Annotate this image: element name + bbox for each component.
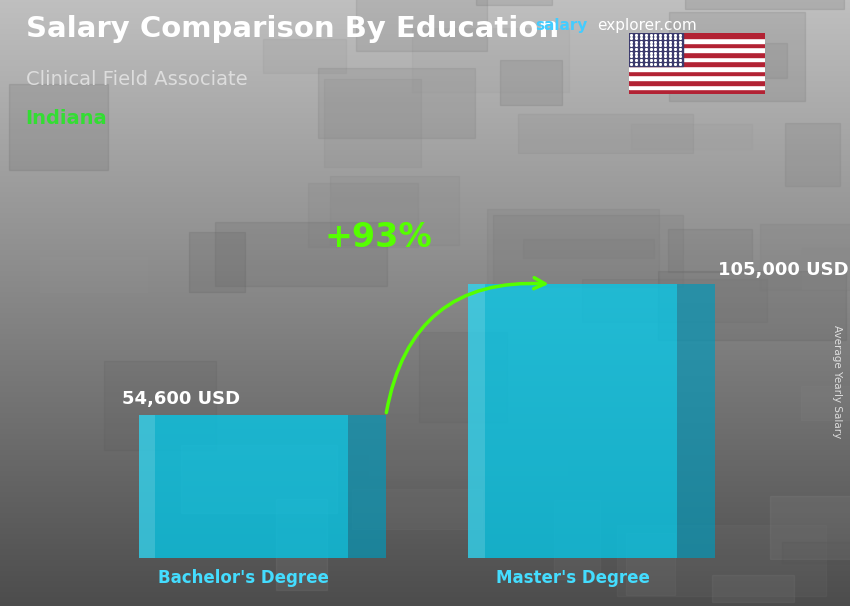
- Bar: [629, 33, 683, 66]
- Bar: [629, 66, 765, 71]
- Bar: [668, 230, 752, 272]
- Bar: [309, 183, 417, 247]
- Text: 105,000 USD: 105,000 USD: [717, 261, 848, 279]
- Bar: [352, 489, 482, 529]
- Bar: [356, 0, 486, 52]
- Bar: [770, 496, 850, 559]
- Bar: [802, 247, 850, 289]
- Text: 54,600 USD: 54,600 USD: [122, 390, 240, 408]
- Bar: [658, 271, 847, 340]
- Text: explorer.com: explorer.com: [598, 18, 697, 33]
- Bar: [189, 231, 245, 291]
- Bar: [275, 499, 327, 590]
- Bar: [629, 33, 765, 38]
- Bar: [9, 84, 108, 170]
- Polygon shape: [139, 415, 348, 558]
- Bar: [631, 124, 752, 149]
- Bar: [629, 89, 765, 94]
- Bar: [524, 239, 654, 258]
- Bar: [626, 533, 675, 595]
- Bar: [263, 39, 347, 73]
- Bar: [712, 576, 794, 602]
- Bar: [369, 415, 567, 478]
- Bar: [500, 60, 562, 105]
- Bar: [629, 80, 765, 85]
- Bar: [629, 85, 765, 89]
- Bar: [782, 542, 850, 562]
- Bar: [760, 224, 850, 290]
- Bar: [629, 42, 765, 47]
- Bar: [629, 52, 765, 56]
- Bar: [215, 222, 388, 286]
- Polygon shape: [348, 415, 386, 558]
- Polygon shape: [139, 415, 156, 558]
- Text: salary: salary: [536, 18, 588, 33]
- Bar: [554, 501, 600, 579]
- Bar: [518, 114, 693, 153]
- Bar: [493, 215, 683, 287]
- Polygon shape: [468, 284, 677, 558]
- Bar: [181, 445, 337, 513]
- Text: Clinical Field Associate: Clinical Field Associate: [26, 70, 247, 88]
- Bar: [629, 61, 765, 66]
- Bar: [707, 44, 787, 78]
- Bar: [40, 257, 146, 292]
- Bar: [629, 75, 765, 80]
- Bar: [318, 68, 475, 138]
- Bar: [324, 79, 421, 167]
- Text: Average Yearly Salary: Average Yearly Salary: [832, 325, 842, 438]
- Bar: [801, 385, 850, 420]
- Bar: [685, 0, 844, 8]
- Bar: [617, 525, 826, 596]
- Bar: [785, 122, 840, 186]
- Bar: [629, 56, 765, 61]
- Bar: [411, 28, 569, 92]
- Bar: [581, 279, 767, 322]
- Text: +93%: +93%: [324, 221, 432, 254]
- Text: Salary Comparison By Education: Salary Comparison By Education: [26, 15, 558, 43]
- Polygon shape: [677, 284, 715, 558]
- Bar: [419, 332, 507, 422]
- Bar: [487, 208, 660, 286]
- Bar: [629, 71, 765, 75]
- Polygon shape: [468, 284, 484, 558]
- Text: Indiana: Indiana: [26, 109, 107, 128]
- Bar: [476, 0, 552, 5]
- Bar: [629, 38, 765, 42]
- Bar: [330, 176, 459, 245]
- Bar: [105, 361, 216, 450]
- Bar: [669, 12, 805, 101]
- Bar: [629, 47, 765, 52]
